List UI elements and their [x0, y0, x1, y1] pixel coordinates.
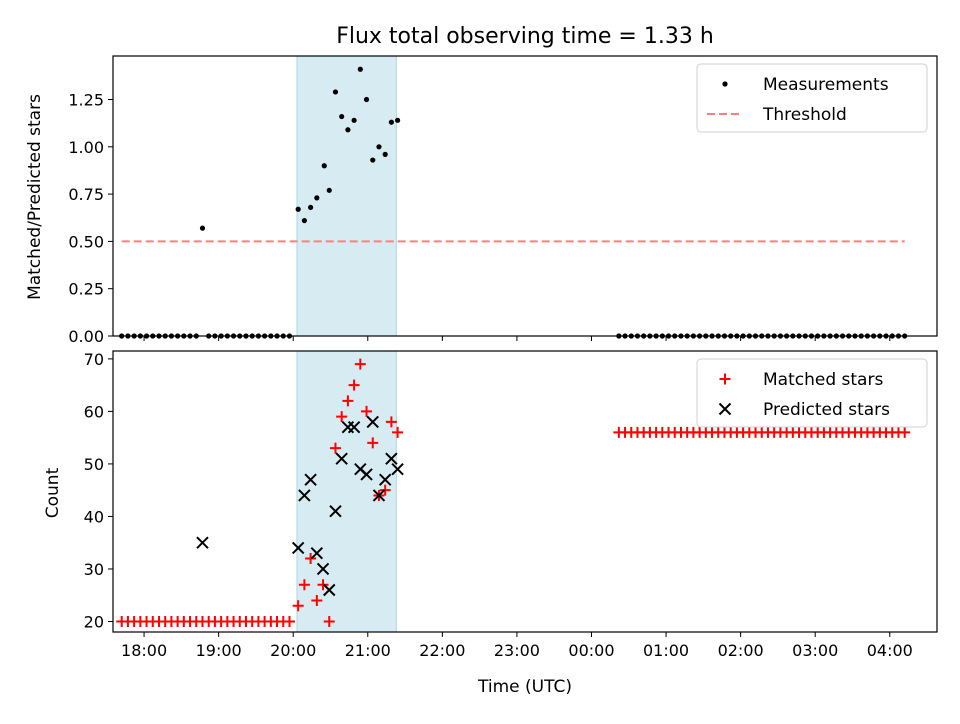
x-tick-label: 21:00	[345, 641, 391, 660]
bottom-y-tick-label: 20	[84, 612, 104, 631]
top-y-tick-label: 0.50	[68, 232, 104, 251]
legend-label: Measurements	[763, 75, 889, 95]
matched-star-point	[329, 442, 341, 454]
matched-star-point	[379, 484, 391, 496]
matched-star-point	[323, 615, 335, 627]
top-panel: 0.00 0.25 0.50 0.75 1.00 1.25 Measurements Thre…	[68, 55, 938, 346]
predicted-star-point	[310, 547, 324, 560]
measurement-point	[345, 127, 351, 133]
predicted-star-point	[304, 473, 317, 486]
top-highlight-span	[296, 55, 397, 337]
measurement-point	[370, 157, 376, 163]
predicted-star-point	[335, 452, 348, 465]
bottom-y-tick-label: 60	[84, 402, 104, 421]
predicted-star-point	[298, 489, 311, 502]
matched-star-point	[354, 358, 366, 370]
x-tick-label: 20:00	[270, 641, 316, 660]
predicted-star-point	[347, 420, 361, 434]
measurement-point	[199, 225, 206, 231]
bottom-y-tick-label: 50	[84, 455, 104, 474]
x-axis-label: Time (UTC)	[477, 677, 572, 697]
predicted-star-point	[385, 452, 398, 465]
matched-star-point	[305, 552, 317, 564]
legend-predicted-handle	[718, 402, 732, 416]
legend-matched-handle	[719, 373, 731, 385]
matched-star-point	[361, 405, 373, 417]
top-y-tick-label: 1.00	[68, 138, 104, 157]
predicted-star-point	[196, 536, 209, 549]
x-tick-label: 04:00	[867, 641, 913, 660]
bottom-highlight-span	[296, 350, 397, 633]
x-tick-label: 22:00	[419, 641, 465, 660]
measurement-point	[357, 66, 363, 72]
measurement-point	[321, 163, 327, 169]
x-tick-label: 00:00	[568, 641, 614, 660]
x-tick-label: 02:00	[718, 641, 764, 660]
predicted-star-point	[366, 415, 379, 429]
bottom-legend-box	[696, 358, 928, 428]
measurement-point	[301, 217, 307, 224]
predicted-star-point	[391, 462, 404, 476]
x-tick-label: 19:00	[196, 641, 242, 660]
bottom-y-tick-label: 30	[84, 560, 104, 579]
predicted-star-point	[329, 504, 342, 518]
legend-label: Predicted stars	[763, 400, 890, 420]
top-legend-box	[696, 63, 928, 133]
matched-star-point	[342, 395, 354, 407]
measurement-point	[376, 144, 382, 150]
predicted-star-point	[316, 562, 330, 576]
x-tick-label: 23:00	[494, 641, 540, 660]
matched-star-point	[348, 379, 360, 391]
predicted-star-point	[372, 489, 386, 502]
x-tick-label: 01:00	[643, 641, 689, 660]
matched-star-point	[392, 426, 404, 438]
top-axes-frame	[112, 55, 938, 337]
matched-star-point	[283, 615, 295, 627]
top-y-axis-label: Matched/Predicted stars	[25, 94, 45, 300]
matched-star-point	[385, 416, 397, 428]
bottom-y-axis-label: Count	[43, 467, 63, 518]
bottom-panel: 20 30 40 50 60 70 18:00 19:00 20:00 21:00 22:00 23:…	[84, 350, 938, 660]
matched-star-point	[317, 579, 329, 591]
bottom-y-tick-label: 70	[84, 350, 104, 369]
chart-title: Flux total observing time = 1.33 h	[336, 24, 714, 49]
measurement-point	[308, 204, 314, 210]
x-tick-label: 03:00	[792, 641, 838, 660]
top-y-tick-label: 1.25	[68, 91, 104, 110]
measurement-point	[388, 119, 394, 125]
matched-star-point	[899, 426, 911, 438]
x-tick-label: 18:00	[121, 641, 167, 660]
matched-star-point	[367, 437, 379, 449]
matched-star-point	[298, 579, 310, 591]
predicted-star-point	[323, 583, 336, 597]
measurement-point	[332, 89, 339, 95]
top-y-tick-label: 0.75	[68, 185, 104, 204]
measurement-point	[351, 117, 357, 123]
top-y-tick-label: 0.25	[68, 280, 104, 299]
legend-measurement-handle	[722, 81, 728, 87]
matched-star-point	[336, 411, 348, 423]
predicted-star-point	[291, 541, 305, 555]
bottom-y-tick-label: 40	[84, 507, 104, 526]
legend-label: Matched stars	[763, 370, 883, 390]
measurement-point	[363, 96, 370, 103]
predicted-star-point	[360, 468, 373, 481]
measurement-point	[314, 195, 320, 201]
matched-star-point	[311, 594, 323, 606]
measurement-point	[339, 113, 345, 120]
measurement-point	[395, 117, 401, 123]
measurement-point	[382, 151, 388, 157]
measurement-point	[295, 206, 301, 212]
bottom-axes-frame	[112, 350, 938, 633]
top-y-tick-label: 0.00	[68, 327, 104, 346]
legend-label: Threshold	[762, 105, 847, 125]
predicted-star-point	[378, 473, 392, 486]
measurement-point	[326, 187, 332, 193]
matched-star-point	[292, 600, 304, 612]
